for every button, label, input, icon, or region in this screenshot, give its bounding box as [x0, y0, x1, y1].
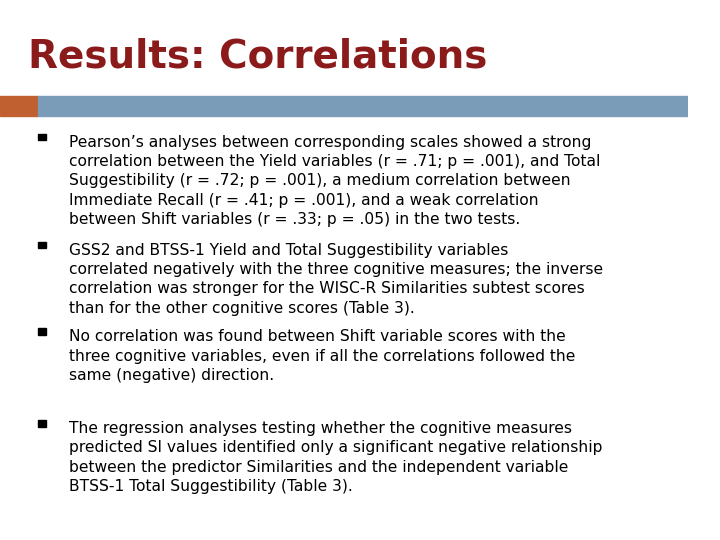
Bar: [38, 328, 46, 335]
Text: Pearson’s analyses between corresponding scales showed a strong
correlation betw: Pearson’s analyses between corresponding…: [69, 135, 600, 227]
Bar: [38, 96, 688, 116]
Text: Results: Correlations: Results: Correlations: [27, 38, 487, 76]
Bar: [38, 134, 46, 140]
Bar: [38, 420, 46, 427]
Bar: [38, 242, 46, 248]
Text: GSS2 and BTSS-1 Yield and Total Suggestibility variables
correlated negatively w: GSS2 and BTSS-1 Yield and Total Suggesti…: [69, 243, 603, 315]
Text: The regression analyses testing whether the cognitive measures
predicted SI valu: The regression analyses testing whether …: [69, 421, 603, 494]
Bar: [0, 96, 38, 116]
Text: No correlation was found between Shift variable scores with the
three cognitive : No correlation was found between Shift v…: [69, 329, 575, 383]
